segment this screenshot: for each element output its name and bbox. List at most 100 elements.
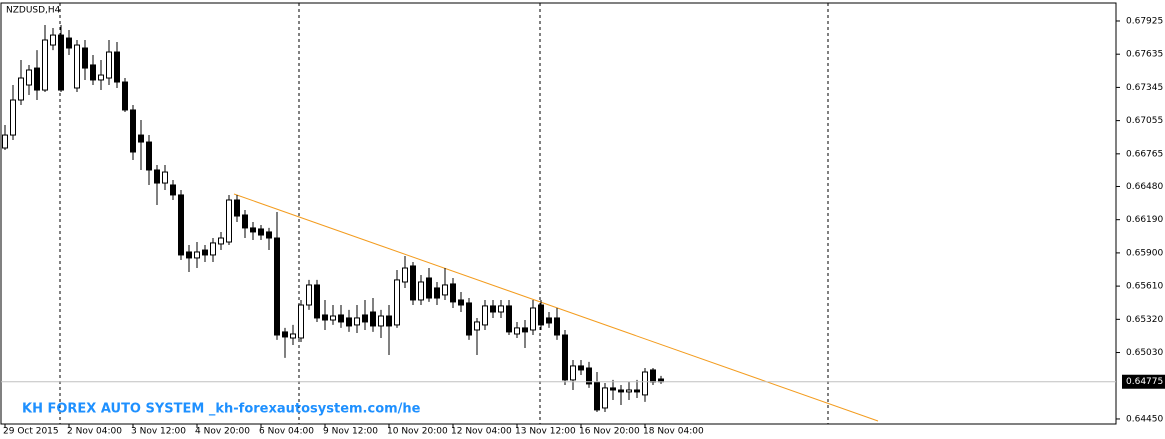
y-tick-label: 0.67345	[1126, 83, 1163, 93]
candle-body	[226, 199, 232, 243]
candle-body	[98, 74, 104, 81]
candle-body	[74, 44, 80, 89]
candle-body	[402, 267, 408, 283]
candle-body	[602, 387, 608, 409]
x-tick-label: 29 Oct 2015	[3, 427, 59, 437]
x-tick-label: 2 Nov 04:00	[67, 427, 122, 437]
candle-body	[578, 365, 584, 371]
candle-body	[178, 194, 184, 256]
candle-body	[482, 305, 488, 326]
candle-body	[282, 331, 288, 338]
candle-body	[498, 305, 504, 313]
y-tick-label: 0.67055	[1126, 116, 1163, 126]
candle-body	[218, 237, 224, 245]
current-price-label: 0.64775	[1126, 377, 1163, 387]
candle-body	[530, 307, 536, 331]
candle-body	[338, 314, 344, 323]
candle-body	[186, 251, 192, 259]
x-tick-label: 9 Nov 12:00	[323, 427, 378, 437]
candle-body	[18, 77, 24, 101]
candle-body	[434, 287, 440, 299]
candle-body	[2, 134, 8, 149]
candle-body	[626, 389, 632, 393]
y-tick-label: 0.65030	[1126, 348, 1163, 358]
candle-body	[50, 34, 56, 46]
x-tick-label: 6 Nov 04:00	[259, 427, 314, 437]
candle-body	[546, 317, 552, 324]
candle-body	[610, 387, 616, 391]
candle-body	[466, 302, 472, 336]
candle-body	[202, 249, 208, 256]
candle-body	[146, 141, 152, 171]
current-price-box	[1122, 374, 1165, 389]
candle-body	[554, 317, 560, 336]
candle-body	[162, 171, 168, 184]
candle-body	[514, 327, 520, 335]
candle-body	[474, 321, 480, 331]
candle-body	[122, 81, 128, 111]
candle-body	[442, 284, 448, 296]
watermark: KH FOREX AUTO SYSTEM _kh-forexautosystem…	[22, 402, 421, 417]
candle-body	[258, 228, 264, 236]
candle-body	[306, 284, 312, 306]
candle-body	[314, 284, 320, 319]
candle-body	[106, 51, 112, 79]
y-tick-label: 0.65320	[1126, 315, 1163, 325]
candle-body	[458, 299, 464, 306]
candle-body	[90, 64, 96, 81]
candle-body	[10, 99, 16, 136]
candle-body	[138, 134, 144, 143]
candle-body	[594, 381, 600, 411]
candle-body	[410, 265, 416, 301]
trend-line	[233, 193, 879, 422]
y-tick-label: 0.65610	[1126, 282, 1163, 292]
candle-body	[266, 231, 272, 239]
candle-body	[370, 311, 376, 327]
plot	[2, 24, 664, 412]
chart-title: NZDUSD,H4	[6, 6, 61, 16]
candle-body	[330, 315, 336, 321]
candle-body	[522, 327, 528, 333]
y-tick-label: 0.67635	[1126, 50, 1163, 60]
candle-body	[418, 281, 424, 301]
candle-body	[570, 365, 576, 381]
y-tick-label: 0.66190	[1126, 215, 1163, 225]
candle-body	[634, 389, 640, 393]
x-tick-label: 13 Nov 12:00	[515, 427, 576, 437]
candle-body	[82, 47, 88, 69]
candle-body	[394, 279, 400, 326]
candle-body	[506, 305, 512, 333]
candle-body	[426, 277, 432, 299]
y-tick-label: 0.64450	[1126, 414, 1163, 424]
candle-body	[154, 169, 160, 184]
candle-body	[210, 242, 216, 256]
candle-body	[354, 317, 360, 326]
candle-body	[42, 39, 48, 91]
y-tick-label: 0.66480	[1126, 182, 1163, 192]
candle-body	[194, 251, 200, 259]
candle-body	[586, 367, 592, 385]
candle-body	[290, 333, 296, 339]
candle-body	[34, 67, 40, 91]
candle-body	[274, 237, 280, 336]
candle-body	[26, 69, 32, 86]
candle-body	[642, 371, 648, 396]
candle-body	[386, 315, 392, 327]
x-tick-label: 18 Nov 04:00	[643, 427, 704, 437]
candle-body	[130, 109, 136, 153]
candle-body	[66, 37, 72, 49]
candle-body	[234, 199, 240, 217]
candle-body	[242, 214, 248, 229]
x-tick-label: 10 Nov 20:00	[387, 427, 448, 437]
x-tick-label: 4 Nov 20:00	[195, 427, 250, 437]
candle-body	[562, 334, 568, 381]
x-tick-label: 12 Nov 04:00	[451, 427, 512, 437]
candle-body	[538, 304, 544, 326]
candle-body	[618, 389, 624, 393]
candle-body	[114, 51, 120, 83]
candle-body	[450, 283, 456, 303]
candle-body	[362, 314, 368, 323]
candle-body	[250, 227, 256, 233]
